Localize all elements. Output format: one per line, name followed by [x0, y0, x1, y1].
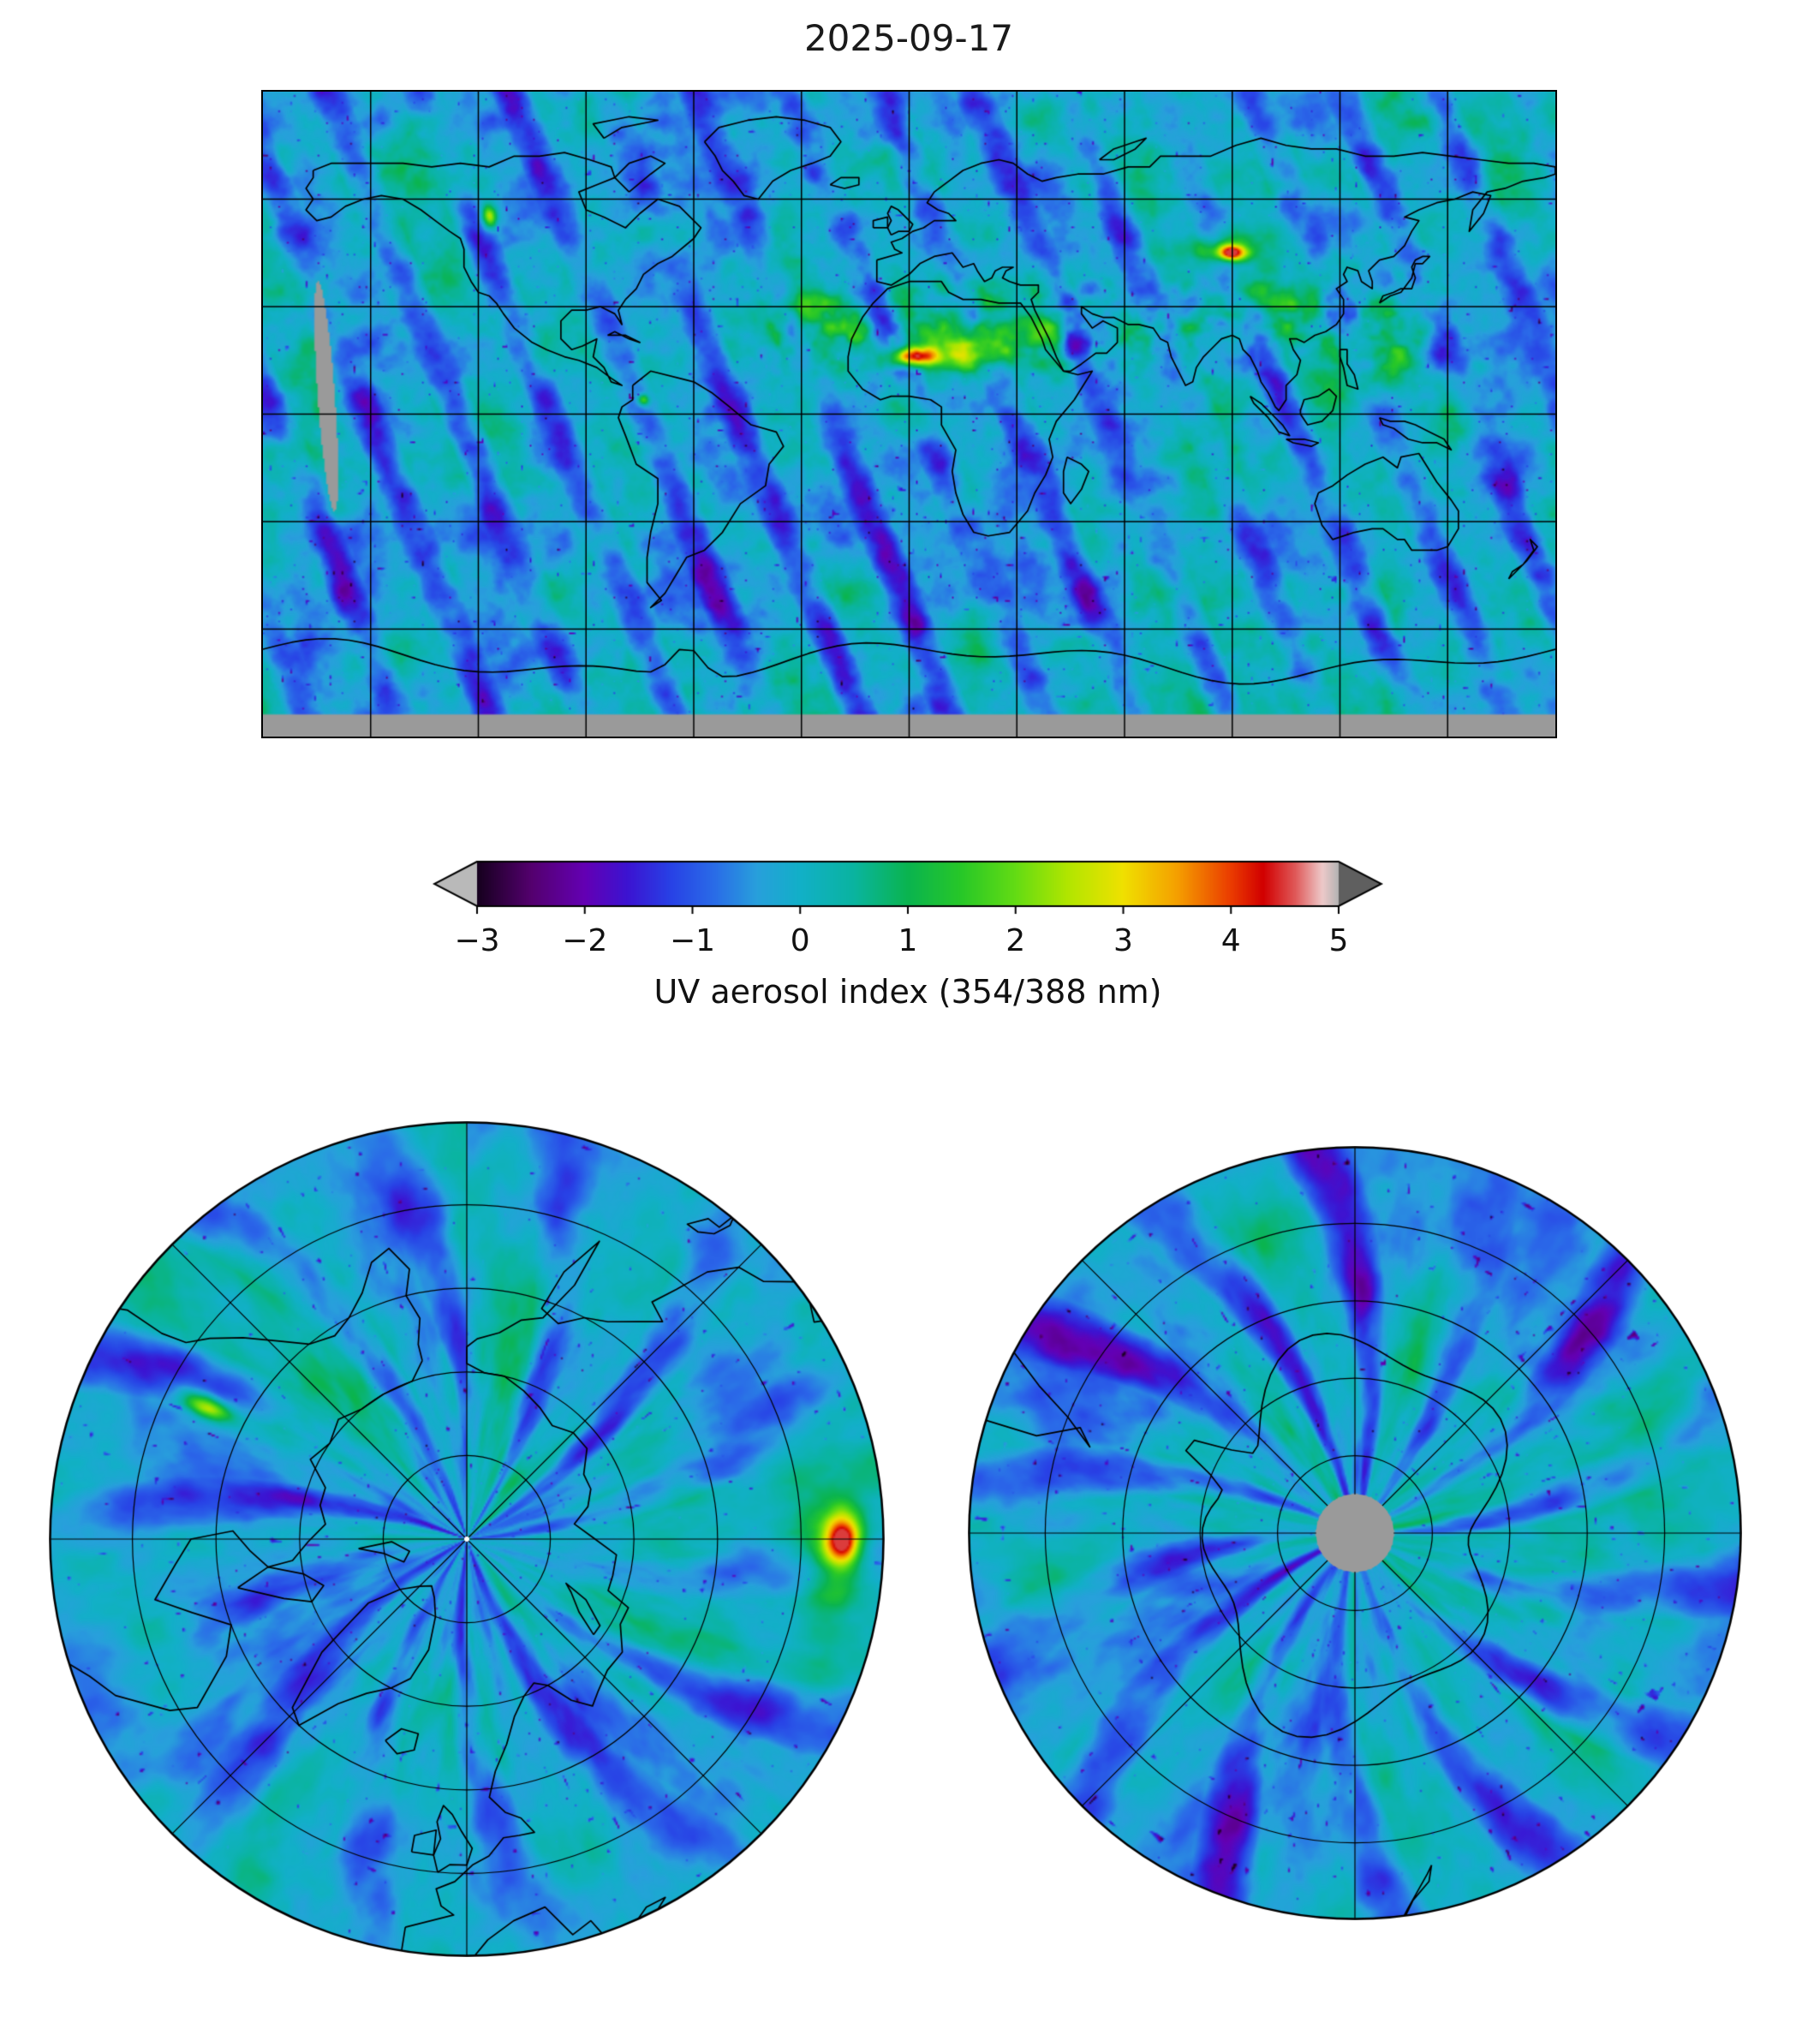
global-map-canvas [263, 92, 1555, 737]
colorbar-tick-label: 0 [790, 923, 810, 958]
colorbar-tick-label: 1 [898, 923, 918, 958]
colorbar-tick-label: 4 [1220, 923, 1241, 958]
colorbar-tick-label: 2 [1005, 923, 1026, 958]
colorbar-label: UV aerosol index (354/388 nm) [653, 973, 1162, 1011]
colorbar-tick-label: 3 [1113, 923, 1133, 958]
south-polar-canvas [968, 1146, 1742, 1920]
south-polar-panel [968, 1146, 1742, 1920]
colorbar-tick-label: −3 [454, 923, 500, 958]
global-map-panel [261, 90, 1557, 738]
colorbar [433, 860, 1383, 916]
colorbar-tick-label: −2 [562, 923, 608, 958]
colorbar-tick-label: −1 [669, 923, 716, 958]
figure-title: 2025-09-17 [803, 17, 1014, 59]
north-polar-canvas [49, 1121, 885, 1957]
north-polar-panel [49, 1121, 885, 1957]
colorbar-canvas [433, 860, 1383, 916]
colorbar-tick-label: 5 [1328, 923, 1349, 958]
